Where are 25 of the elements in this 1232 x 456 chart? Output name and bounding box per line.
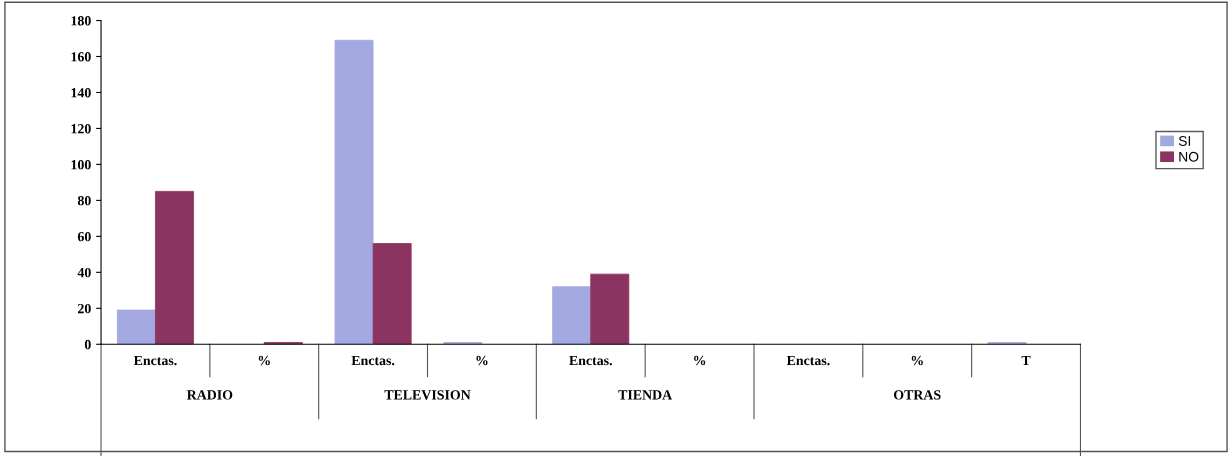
legend-label: SI <box>1178 136 1191 146</box>
legend-label: NO <box>1179 151 1199 162</box>
y-tick-label: 100 <box>71 160 91 170</box>
y-tick-label: 140 <box>71 88 91 98</box>
y-tick-label: 0 <box>84 339 91 350</box>
text: RADIO <box>186 390 233 400</box>
x-tick-label: % <box>694 355 706 366</box>
y-tick-label: 120 <box>71 124 91 134</box>
x-tick-label: Enctas. <box>569 355 612 366</box>
x-tick-label: T <box>1021 355 1031 366</box>
y-tick-label: 60 <box>77 231 91 242</box>
text: OTRAS <box>893 390 941 400</box>
x-tick-label: Enctas. <box>351 355 395 366</box>
y-tick-label: 40 <box>77 267 91 278</box>
x-tick-label: % <box>258 355 270 366</box>
x-tick-label: Enctas. <box>133 355 177 366</box>
text: TELEVISION <box>384 390 471 400</box>
y-tick-label: 80 <box>77 195 91 206</box>
x-tick-label: % <box>476 355 488 366</box>
y-tick-label: 20 <box>78 303 91 314</box>
text: TIENDA <box>618 390 673 400</box>
x-tick-label: Enctas. <box>786 355 830 366</box>
y-tick-label: 180 <box>71 16 91 26</box>
y-tick-label: 160 <box>71 52 91 62</box>
x-tick-label: % <box>911 355 923 366</box>
